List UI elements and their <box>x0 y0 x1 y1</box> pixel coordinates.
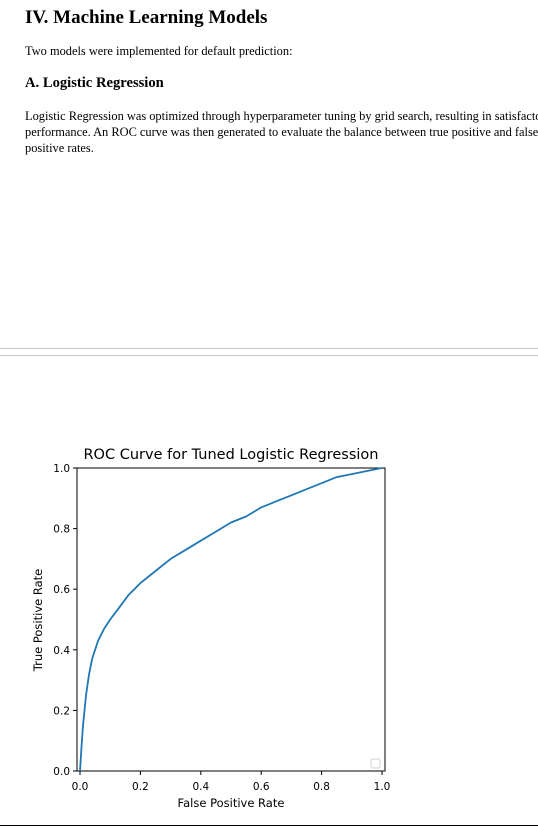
x-tick-label: 0.2 <box>132 781 149 793</box>
y-tick-label: 0.4 <box>53 645 70 657</box>
y-axis: 0.0 0.2 0.4 0.6 0.8 1.0 <box>53 463 77 778</box>
x-axis-label: False Positive Rate <box>178 796 285 810</box>
roc-chart: ROC Curve for Tuned Logistic Regression … <box>31 447 391 810</box>
x-axis: 0.0 0.2 0.4 0.6 0.8 1.0 <box>72 771 391 793</box>
x-tick-label: 0.0 <box>72 781 89 793</box>
x-tick-label: 1.0 <box>374 781 391 793</box>
empty-legend-box <box>370 758 381 769</box>
intro-text: Two models were implemented for default … <box>25 44 293 58</box>
y-tick-label: 0.0 <box>53 766 70 778</box>
body-paragraph: Logistic Regression was optimized throug… <box>25 109 538 155</box>
roc-curve <box>79 467 383 772</box>
x-tick-label: 0.4 <box>192 781 209 793</box>
divider-top <box>0 348 538 349</box>
roc-figure: ROC Curve for Tuned Logistic Regression … <box>0 440 538 820</box>
chart-title: ROC Curve for Tuned Logistic Regression <box>83 447 378 463</box>
y-axis-label: True Positive Rate <box>31 569 45 672</box>
y-tick-label: 0.8 <box>53 524 70 536</box>
plot-frame <box>76 467 386 772</box>
y-tick-label: 0.6 <box>53 584 70 596</box>
divider-bottom <box>0 355 538 356</box>
y-tick-label: 1.0 <box>53 463 70 475</box>
y-tick-label: 0.2 <box>53 705 70 717</box>
x-tick-label: 0.8 <box>313 781 330 793</box>
subsection-title: A. Logistic Regression <box>25 75 164 91</box>
section-title: IV. Machine Learning Models <box>25 7 268 28</box>
x-tick-label: 0.6 <box>253 781 270 793</box>
